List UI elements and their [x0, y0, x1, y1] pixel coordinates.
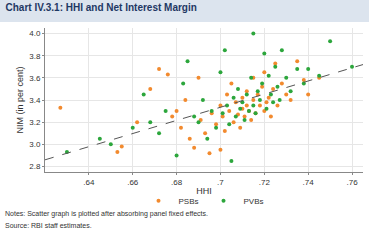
- svg-text:.74: .74: [303, 178, 315, 187]
- svg-text:3.4: 3.4: [29, 96, 41, 105]
- svg-text:.7: .7: [217, 178, 224, 187]
- svg-text:3.0: 3.0: [29, 140, 41, 149]
- svg-text:.76: .76: [346, 178, 358, 187]
- svg-text:PVBs: PVBs: [244, 197, 264, 206]
- svg-text:Chart IV.3.1: HHI and Net Inte: Chart IV.3.1: HHI and Net Interest Margi…: [6, 2, 197, 13]
- svg-text:3.6: 3.6: [29, 74, 41, 83]
- svg-text:Source: RBI staff estimates.: Source: RBI staff estimates.: [5, 222, 92, 229]
- svg-text:3.8: 3.8: [29, 51, 41, 60]
- svg-text:.72: .72: [259, 178, 271, 187]
- svg-text:.68: .68: [171, 178, 183, 187]
- svg-text:Notes: Scatter graph is plotte: Notes: Scatter graph is plotted after ab…: [5, 210, 208, 218]
- svg-text:HHI: HHI: [196, 186, 212, 196]
- svg-text:3.2: 3.2: [29, 118, 41, 127]
- svg-text:4.0: 4.0: [29, 29, 41, 38]
- svg-text:.66: .66: [127, 178, 139, 187]
- svg-text:NIM (in per cent): NIM (in per cent): [15, 66, 25, 133]
- svg-text:.64: .64: [83, 178, 95, 187]
- svg-text:2.8: 2.8: [29, 162, 41, 171]
- svg-text:PSBs: PSBs: [179, 197, 199, 206]
